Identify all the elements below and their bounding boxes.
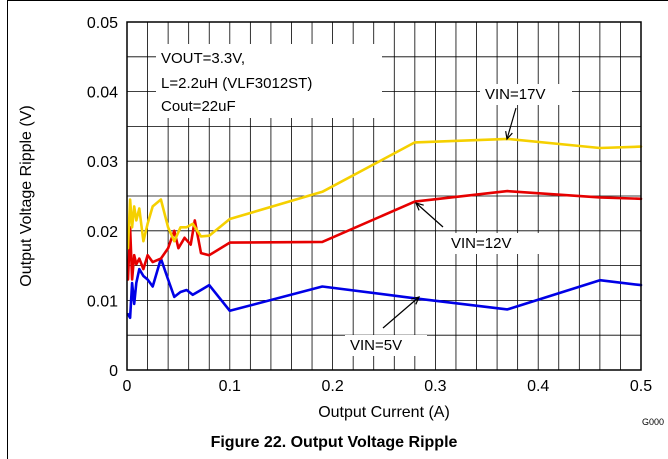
series-layer bbox=[126, 137, 643, 320]
condition-inductor: L=2.2uH (VLF3012ST) bbox=[161, 75, 312, 92]
tick-labels: 0 0.1 0.2 0.3 0.4 0.5 0 0.01 0.02 0.03 0.04 0.05 bbox=[87, 15, 652, 395]
x-tick-label: 0 bbox=[123, 378, 132, 395]
svg-text:VIN=5V: VIN=5V bbox=[350, 337, 402, 354]
series-line-vin-5v bbox=[126, 257, 643, 320]
plot-frame bbox=[126, 21, 642, 371]
x-tick-label: 0.1 bbox=[219, 378, 241, 395]
output-voltage-ripple-chart: 0 0.1 0.2 0.3 0.4 0.5 0 0.01 0.02 0.03 0.04 0.05 Ou… bbox=[18, 15, 664, 427]
svg-text:VIN=12V: VIN=12V bbox=[451, 235, 511, 252]
series-label-vin-12v: VIN=12V bbox=[446, 233, 546, 254]
x-tick-label: 0.5 bbox=[630, 378, 652, 395]
svg-text:VIN=17V: VIN=17V bbox=[485, 86, 545, 103]
arrow-vin-5v bbox=[382, 296, 421, 329]
figure-code: G000 bbox=[642, 417, 664, 427]
series-line-vin-17v bbox=[126, 137, 643, 250]
y-axis-label: Output Voltage Ripple (V) bbox=[18, 105, 35, 286]
y-tick-label: 0.01 bbox=[87, 293, 118, 310]
condition-cout: Cout=22uF bbox=[161, 98, 236, 115]
frame-left-rule bbox=[7, 0, 8, 459]
frame-top-rule bbox=[7, 0, 668, 1]
condition-vout: VOUT=3.3V, bbox=[161, 50, 245, 67]
y-tick-label: 0.04 bbox=[87, 85, 118, 102]
conditions-annotation: VOUT=3.3V, L=2.2uH (VLF3012ST) Cout=22uF bbox=[156, 44, 382, 118]
grid bbox=[127, 22, 641, 370]
x-axis-label: Output Current (A) bbox=[318, 404, 450, 421]
arrow-vin-17v bbox=[505, 107, 517, 141]
y-tick-label: 0 bbox=[109, 363, 118, 380]
x-tick-label: 0.2 bbox=[321, 378, 343, 395]
y-tick-label: 0.03 bbox=[87, 154, 118, 171]
series-label-vin-5v: VIN=5V bbox=[345, 335, 427, 356]
x-tick-label: 0.3 bbox=[424, 378, 446, 395]
figure-caption: Figure 22. Output Voltage Ripple bbox=[210, 434, 458, 451]
arrow-vin-12v bbox=[414, 202, 444, 228]
x-tick-label: 0.4 bbox=[527, 378, 549, 395]
y-tick-label: 0.05 bbox=[87, 15, 118, 32]
series-label-vin-17v: VIN=17V bbox=[480, 84, 572, 105]
y-tick-label: 0.02 bbox=[87, 224, 118, 241]
annotation-arrows bbox=[382, 107, 517, 329]
